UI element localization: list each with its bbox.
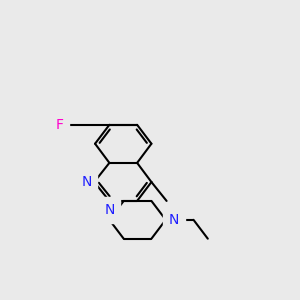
Text: N: N <box>169 213 179 227</box>
Text: F: F <box>55 118 63 132</box>
Text: N: N <box>104 203 115 217</box>
Text: N: N <box>82 175 92 189</box>
